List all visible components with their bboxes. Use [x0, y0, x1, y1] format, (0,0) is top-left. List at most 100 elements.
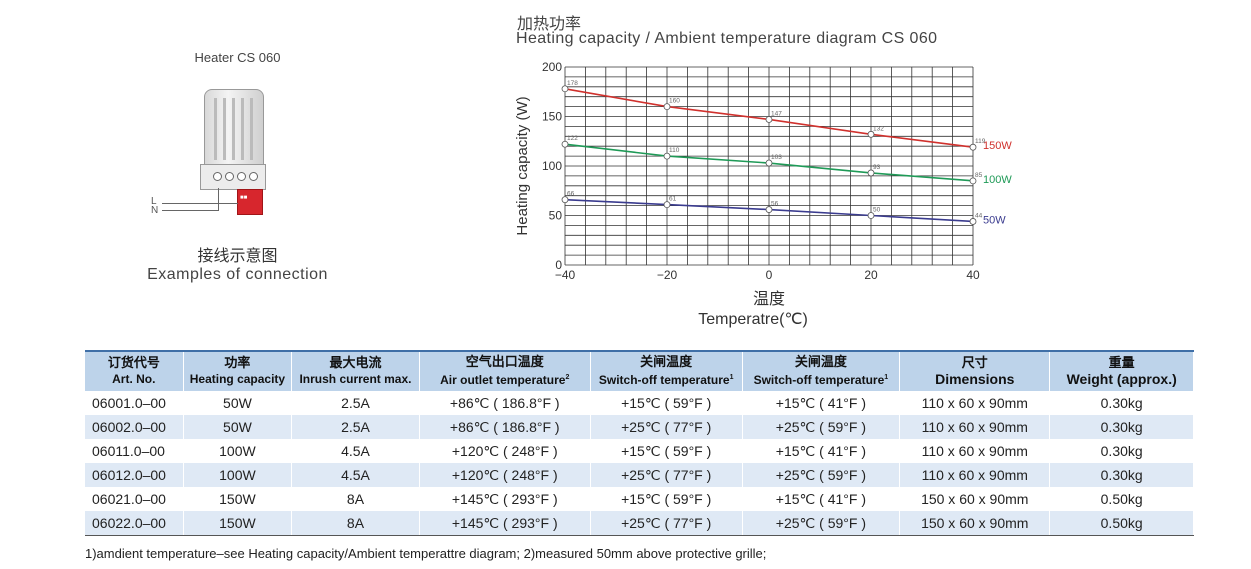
column-header-en: Inrush current max.: [299, 372, 412, 386]
table-cell: 06021.0–00: [85, 487, 184, 511]
data-point: [561, 140, 569, 148]
column-header: 空气出口温度 Air outlet temperature2: [419, 351, 591, 391]
table-cell: 4.5A: [291, 439, 420, 463]
table-cell: 8A: [291, 511, 420, 536]
table-cell: +120℃ ( 248°F ): [419, 439, 591, 463]
table-cell: 0.50kg: [1049, 511, 1194, 536]
table-cell: +86℃ ( 186.8°F ): [419, 415, 591, 439]
column-header: 重量 Weight (approx.): [1049, 351, 1194, 391]
table-row: 06022.0–00 150W 8A +145℃ ( 293°F ) +25℃ ( 77…: [85, 511, 1194, 536]
table-cell: 110 x 60 x 90mm: [899, 463, 1051, 487]
table-cell: 4.5A: [291, 463, 420, 487]
table-body: 06001.0–00 50W 2.5A +86℃ ( 186.8°F ) +15℃ ( …: [85, 391, 1194, 536]
data-point: [765, 159, 773, 167]
data-point: [969, 177, 977, 185]
footnote-marker: 1: [884, 374, 889, 381]
spec-table: 订货代号 Art. No. 功率 Heating capacity 最大电流 Inrush…: [85, 350, 1194, 536]
wire-label-l: L: [151, 196, 157, 207]
column-header-zh: 关闸温度: [794, 354, 847, 369]
y-tick-label: 50: [549, 209, 563, 223]
table-cell: +120℃ ( 248°F ): [419, 463, 591, 487]
y-axis-label: Heating capacity (W): [514, 96, 531, 235]
column-header-zh: 最大电流: [329, 355, 382, 370]
column-header: 最大电流 Inrush current max.: [291, 351, 420, 391]
table-cell: 06002.0–00: [85, 415, 184, 439]
table-row: 06012.0–00 100W 4.5A +120℃ ( 248°F ) +25℃ ( …: [85, 463, 1194, 487]
heating-capacity-chart: −40 −20 0 20 40 0 50 100 150 200 Heating capacity …: [514, 60, 1012, 328]
table-cell: 06001.0–00: [85, 391, 184, 415]
table-cell: +145℃ ( 293°F ): [419, 487, 591, 511]
table-cell: 0.30kg: [1049, 463, 1194, 487]
heater-image: [204, 89, 264, 166]
data-point: [663, 152, 671, 160]
column-header-zh: 功率: [224, 355, 251, 370]
table-cell: 100W: [183, 439, 293, 463]
table-cell: 110 x 60 x 90mm: [899, 391, 1051, 415]
data-point: [765, 206, 773, 213]
table-row: 06002.0–00 50W 2.5A +86℃ ( 186.8°F ) +25℃ ( …: [85, 415, 1194, 439]
data-point: [969, 143, 977, 151]
y-tick-label: 100: [542, 159, 562, 173]
column-header-zh: 尺寸: [961, 355, 988, 370]
x-tick-label: 0: [766, 268, 773, 282]
column-header-en: Air outlet temperature2: [440, 373, 570, 387]
series-label-100W: 100W: [983, 174, 1012, 186]
table-cell: 50W: [183, 415, 293, 439]
column-header-en: Dimensions: [935, 371, 1015, 387]
table-cell: 0.30kg: [1049, 439, 1194, 463]
table-cell: 8A: [291, 487, 420, 511]
series-label-150W: 150W: [983, 140, 1012, 152]
data-label: 56: [771, 201, 779, 208]
x-tick-label: 20: [864, 268, 878, 282]
data-label: 110: [669, 147, 680, 154]
column-header-zh: 重量: [1108, 355, 1135, 370]
table-cell: +15℃ ( 59°F ): [590, 391, 743, 415]
footnote-marker: 2: [565, 374, 570, 381]
product-title: Heater CS 060: [194, 50, 281, 65]
data-point: [969, 218, 977, 225]
column-header: 关闸温度 Switch-off temperature1: [742, 351, 901, 391]
terminal-block: [200, 164, 266, 190]
table-cell: 150W: [183, 511, 293, 536]
column-header-en: Switch-off temperature1: [753, 373, 889, 387]
table-cell: 110 x 60 x 90mm: [899, 415, 1051, 439]
table-cell: +145℃ ( 293°F ): [419, 511, 591, 536]
data-point: [867, 130, 875, 138]
data-label: 61: [669, 196, 677, 203]
connection-caption-en: Examples of connection: [147, 266, 328, 283]
table-cell: 0.30kg: [1049, 391, 1194, 415]
y-tick-label: 150: [542, 110, 562, 124]
table-cell: 06011.0–00: [85, 439, 184, 463]
x-axis-label-zh: 温度: [753, 289, 785, 308]
table-cell: +25℃ ( 59°F ): [742, 415, 901, 439]
table-cell: +25℃ ( 77°F ): [590, 511, 743, 536]
x-axis-label-en: Temperatre(℃): [698, 311, 808, 328]
table-cell: +25℃ ( 59°F ): [742, 511, 901, 536]
y-tick-label: 200: [542, 60, 562, 74]
column-header-zh: 空气出口温度: [465, 354, 544, 369]
wire-label-n: N: [151, 205, 159, 216]
table-cell: 2.5A: [291, 415, 420, 439]
table-cell: 150 x 60 x 90mm: [899, 487, 1051, 511]
data-label: 122: [567, 135, 578, 142]
table-cell: +25℃ ( 59°F ): [742, 463, 901, 487]
data-label: 93: [873, 164, 881, 171]
footnote-marker: 1: [729, 374, 734, 381]
table-cell: 2.5A: [291, 391, 420, 415]
table-cell: +86℃ ( 186.8°F ): [419, 391, 591, 415]
table-cell: 50W: [183, 391, 293, 415]
wire-l: [162, 203, 238, 204]
wire-n-vertical: [218, 188, 219, 211]
data-point: [561, 196, 569, 204]
data-label: 66: [567, 191, 575, 198]
table-cell: +25℃ ( 77°F ): [590, 415, 743, 439]
table-row: 06011.0–00 100W 4.5A +120℃ ( 248°F ) +15℃ ( …: [85, 439, 1194, 463]
data-point: [561, 85, 569, 93]
data-label: 178: [567, 80, 578, 87]
column-header-zh: 订货代号: [107, 355, 160, 370]
data-label: 160: [669, 98, 680, 105]
column-header: 功率 Heating capacity: [183, 351, 293, 391]
data-point: [867, 212, 875, 219]
table-cell: +15℃ ( 41°F ): [742, 487, 901, 511]
table-cell: 06012.0–00: [85, 463, 184, 487]
